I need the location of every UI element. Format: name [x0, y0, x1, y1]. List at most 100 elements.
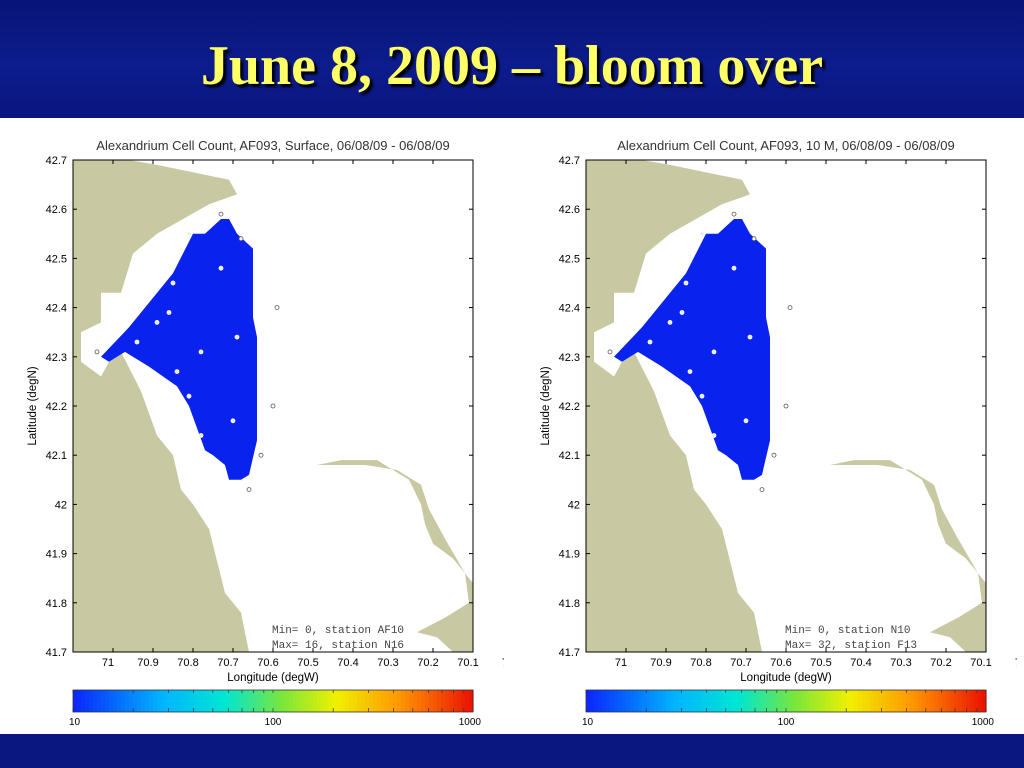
colorbar-cell [369, 690, 374, 712]
x-tick-label: 70.2 [930, 657, 951, 669]
colorbar-cell [157, 690, 162, 712]
station-marker [218, 265, 224, 271]
colorbar-cell [974, 690, 979, 712]
colorbar-cell [934, 690, 939, 712]
chart-title: Alexandrium Cell Count, AF093, Surface, … [96, 138, 449, 153]
colorbar-cell [77, 690, 82, 712]
colorbar-cell [353, 690, 358, 712]
colorbar-cell [838, 690, 843, 712]
colorbar-cell [173, 690, 178, 712]
colorbar-cell [814, 690, 819, 712]
land-cape-cod [830, 460, 986, 652]
colorbar-cell [810, 690, 815, 712]
colorbar-cell [718, 690, 723, 712]
colorbar-cell [602, 690, 607, 712]
colorbar-cell [614, 690, 619, 712]
colorbar-cell [257, 690, 262, 712]
station-marker [787, 305, 793, 311]
colorbar-cell [421, 690, 426, 712]
colorbar-cell [233, 690, 238, 712]
colorbar-cell [894, 690, 899, 712]
colorbar-cell [642, 690, 647, 712]
station-marker [170, 280, 176, 286]
colorbar-cell [850, 690, 855, 712]
colorbar-cell [193, 690, 198, 712]
colorbar-cell [129, 690, 134, 712]
colorbar-cell [938, 690, 943, 712]
colorbar-cell [281, 690, 286, 712]
colorbar-cell [81, 690, 86, 712]
station-marker [134, 339, 140, 345]
x-tick-label: 71 [615, 657, 627, 669]
colorbar-cell [646, 690, 651, 712]
colorbar-cell [469, 690, 474, 712]
colorbar-cell [73, 690, 78, 712]
colorbar-cell [453, 690, 458, 712]
colorbar-cell [630, 690, 635, 712]
colorbar-cell [349, 690, 354, 712]
colorbar-cell [694, 690, 699, 712]
station-marker [759, 487, 765, 493]
colorbar-cell [882, 690, 887, 712]
colorbar-cell [373, 690, 378, 712]
colorbar-cell [966, 690, 971, 712]
colorbar-cell [329, 690, 334, 712]
y-tick-label: 41.9 [46, 549, 67, 561]
y-tick-label: 42.2 [46, 401, 67, 413]
colorbar-cell [197, 690, 202, 712]
x-tick-label: 70.6 [770, 657, 791, 669]
colorbar-cell [978, 690, 983, 712]
colorbar-cell [930, 690, 935, 712]
colorbar-cell [950, 690, 955, 712]
colorbar-label: 100 [778, 717, 795, 728]
colorbar-cell [794, 690, 799, 712]
x-tick-label: 70.1 [457, 657, 478, 669]
colorbar-cell [970, 690, 975, 712]
colorbar-cell [842, 690, 847, 712]
colorbar-cell [357, 690, 362, 712]
x-tick-label: 70.9 [650, 657, 671, 669]
y-tick-label: 42.3 [559, 352, 580, 364]
colorbar-cell [826, 690, 831, 712]
x-tick-label: 70.3 [890, 657, 911, 669]
colorbar-cell [217, 690, 222, 712]
colorbar-cell [634, 690, 639, 712]
stats-min: Min= 0, station AF10 [272, 625, 404, 637]
x-tick-label: 70.4 [337, 657, 358, 669]
colorbar-cell [97, 690, 102, 712]
colorbar-cell [189, 690, 194, 712]
colorbar-cell [714, 690, 719, 712]
colorbar-cell [405, 690, 410, 712]
colorbar-cell [265, 690, 270, 712]
map-svg: Alexandrium Cell Count, AF093, Surface, … [27, 138, 504, 728]
y-tick-label: 41.7 [559, 647, 580, 659]
colorbar-cell [161, 690, 166, 712]
colorbar-cell [762, 690, 767, 712]
stats-max: Max= 16, station N16 [272, 640, 404, 652]
y-tick-label: 41.9 [559, 549, 580, 561]
y-tick-label: 42.6 [559, 204, 580, 216]
y-tick-label: 42.4 [559, 303, 580, 315]
colorbar-cell [345, 690, 350, 712]
colorbar-cell [125, 690, 130, 712]
station-marker [166, 310, 172, 315]
colorbar-cell [397, 690, 402, 712]
colorbar-cell [321, 690, 326, 712]
station-marker [186, 393, 192, 399]
colorbar-cell [317, 690, 322, 712]
chart-title: Alexandrium Cell Count, AF093, 10 M, 06/… [617, 138, 954, 153]
colorbar-cell [786, 690, 791, 712]
stats-min: Min= 0, station N10 [785, 625, 910, 637]
colorbar-cell [682, 690, 687, 712]
station-marker [783, 403, 789, 409]
y-axis-label: Latitude (degN) [540, 366, 552, 445]
colorbar-cell [750, 690, 755, 712]
colorbar-cell [245, 690, 250, 712]
x-tick-label: 70.7 [730, 657, 751, 669]
colorbar-cell [598, 690, 603, 712]
colorbar-cell [273, 690, 278, 712]
y-tick-label: 42.1 [46, 450, 67, 462]
x-tick-label: 70.5 [810, 657, 831, 669]
bloom-region [101, 219, 257, 480]
colorbar-cell [285, 690, 290, 712]
